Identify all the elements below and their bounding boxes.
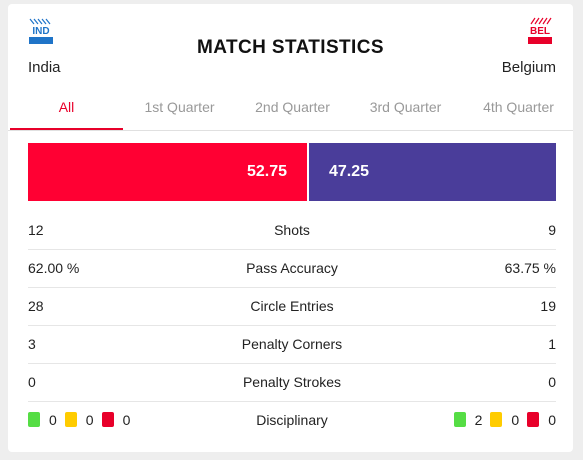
- stat-row-shots: 12 Shots 9: [28, 211, 556, 250]
- tab-4th-quarter[interactable]: 4th Quarter: [483, 99, 554, 115]
- home-possession-bar: 52.75: [28, 143, 307, 201]
- home-green-cards: 0: [49, 412, 57, 428]
- yellow-card-icon: [64, 411, 77, 427]
- away-team-name: Belgium: [501, 59, 556, 76]
- home-disciplinary: 0 0 0: [28, 401, 138, 439]
- tab-3rd-quarter[interactable]: 3rd Quarter: [369, 99, 442, 115]
- stat-label-penalty-corners: Penalty Corners: [241, 336, 343, 352]
- belgium-logo-icon: BEL: [528, 17, 552, 44]
- home-shots: 12: [28, 222, 44, 238]
- page-title: MATCH STATISTICS: [197, 37, 384, 58]
- home-team-name: India: [28, 59, 61, 76]
- green-card-icon: [28, 411, 40, 427]
- tab-1st-quarter[interactable]: 1st Quarter: [144, 99, 215, 115]
- stat-label-shots: Shots: [274, 222, 310, 238]
- away-penalty-strokes: 0: [548, 374, 556, 390]
- stat-label-pass-accuracy: Pass Accuracy: [246, 260, 338, 276]
- stat-label-circle-entries: Circle Entries: [250, 298, 334, 314]
- india-logo-icon: IND: [29, 18, 53, 44]
- away-pass-accuracy: 63.75 %: [504, 260, 556, 276]
- svg-text:IND: IND: [32, 26, 49, 37]
- stat-row-penalty-corners: 3 Penalty Corners 1: [28, 325, 556, 364]
- home-pass-accuracy: 62.00 %: [28, 260, 80, 276]
- svg-text:BEL: BEL: [530, 26, 550, 37]
- away-red-cards: 0: [548, 412, 556, 428]
- stat-row-pass-accuracy: 62.00 % Pass Accuracy 63.75 %: [28, 249, 556, 288]
- home-penalty-strokes: 0: [28, 374, 36, 390]
- away-yellow-cards: 0: [511, 412, 520, 428]
- away-green-cards: 2: [474, 412, 483, 428]
- away-shots: 9: [548, 222, 556, 238]
- possession-divider: [307, 143, 309, 201]
- tab-all[interactable]: All: [10, 92, 123, 130]
- tab-2nd-quarter[interactable]: 2nd Quarter: [255, 99, 330, 115]
- red-card-icon: [101, 411, 114, 427]
- stat-row-circle-entries: 28 Circle Entries 19: [28, 287, 556, 326]
- home-circle-entries: 28: [28, 298, 44, 314]
- red-card-icon: [527, 411, 540, 427]
- home-yellow-cards: 0: [85, 412, 94, 428]
- green-card-icon: [453, 411, 466, 427]
- away-possession-bar: 47.25: [309, 143, 556, 201]
- possession-bar: 52.75 47.25: [28, 143, 556, 201]
- away-disciplinary: 2 0 0: [453, 401, 564, 439]
- yellow-card-icon: [490, 411, 503, 427]
- quarter-tabs: All 1st Quarter 2nd Quarter 3rd Quarter …: [8, 92, 573, 131]
- home-red-cards: 0: [122, 412, 131, 428]
- stat-label-penalty-strokes: Penalty Strokes: [242, 374, 342, 390]
- stat-row-disciplinary: 0 0 0 Disciplinary 2 0 0: [28, 401, 556, 439]
- stat-label-disciplinary: Disciplinary: [256, 412, 328, 428]
- stat-row-penalty-strokes: 0 Penalty Strokes 0: [28, 363, 556, 402]
- away-circle-entries: 19: [540, 298, 556, 314]
- home-penalty-corners: 3: [28, 336, 36, 352]
- match-statistics-card: IND India BEL Belgium MATCH STATISTICS A…: [8, 4, 573, 452]
- away-penalty-corners: 1: [548, 336, 556, 352]
